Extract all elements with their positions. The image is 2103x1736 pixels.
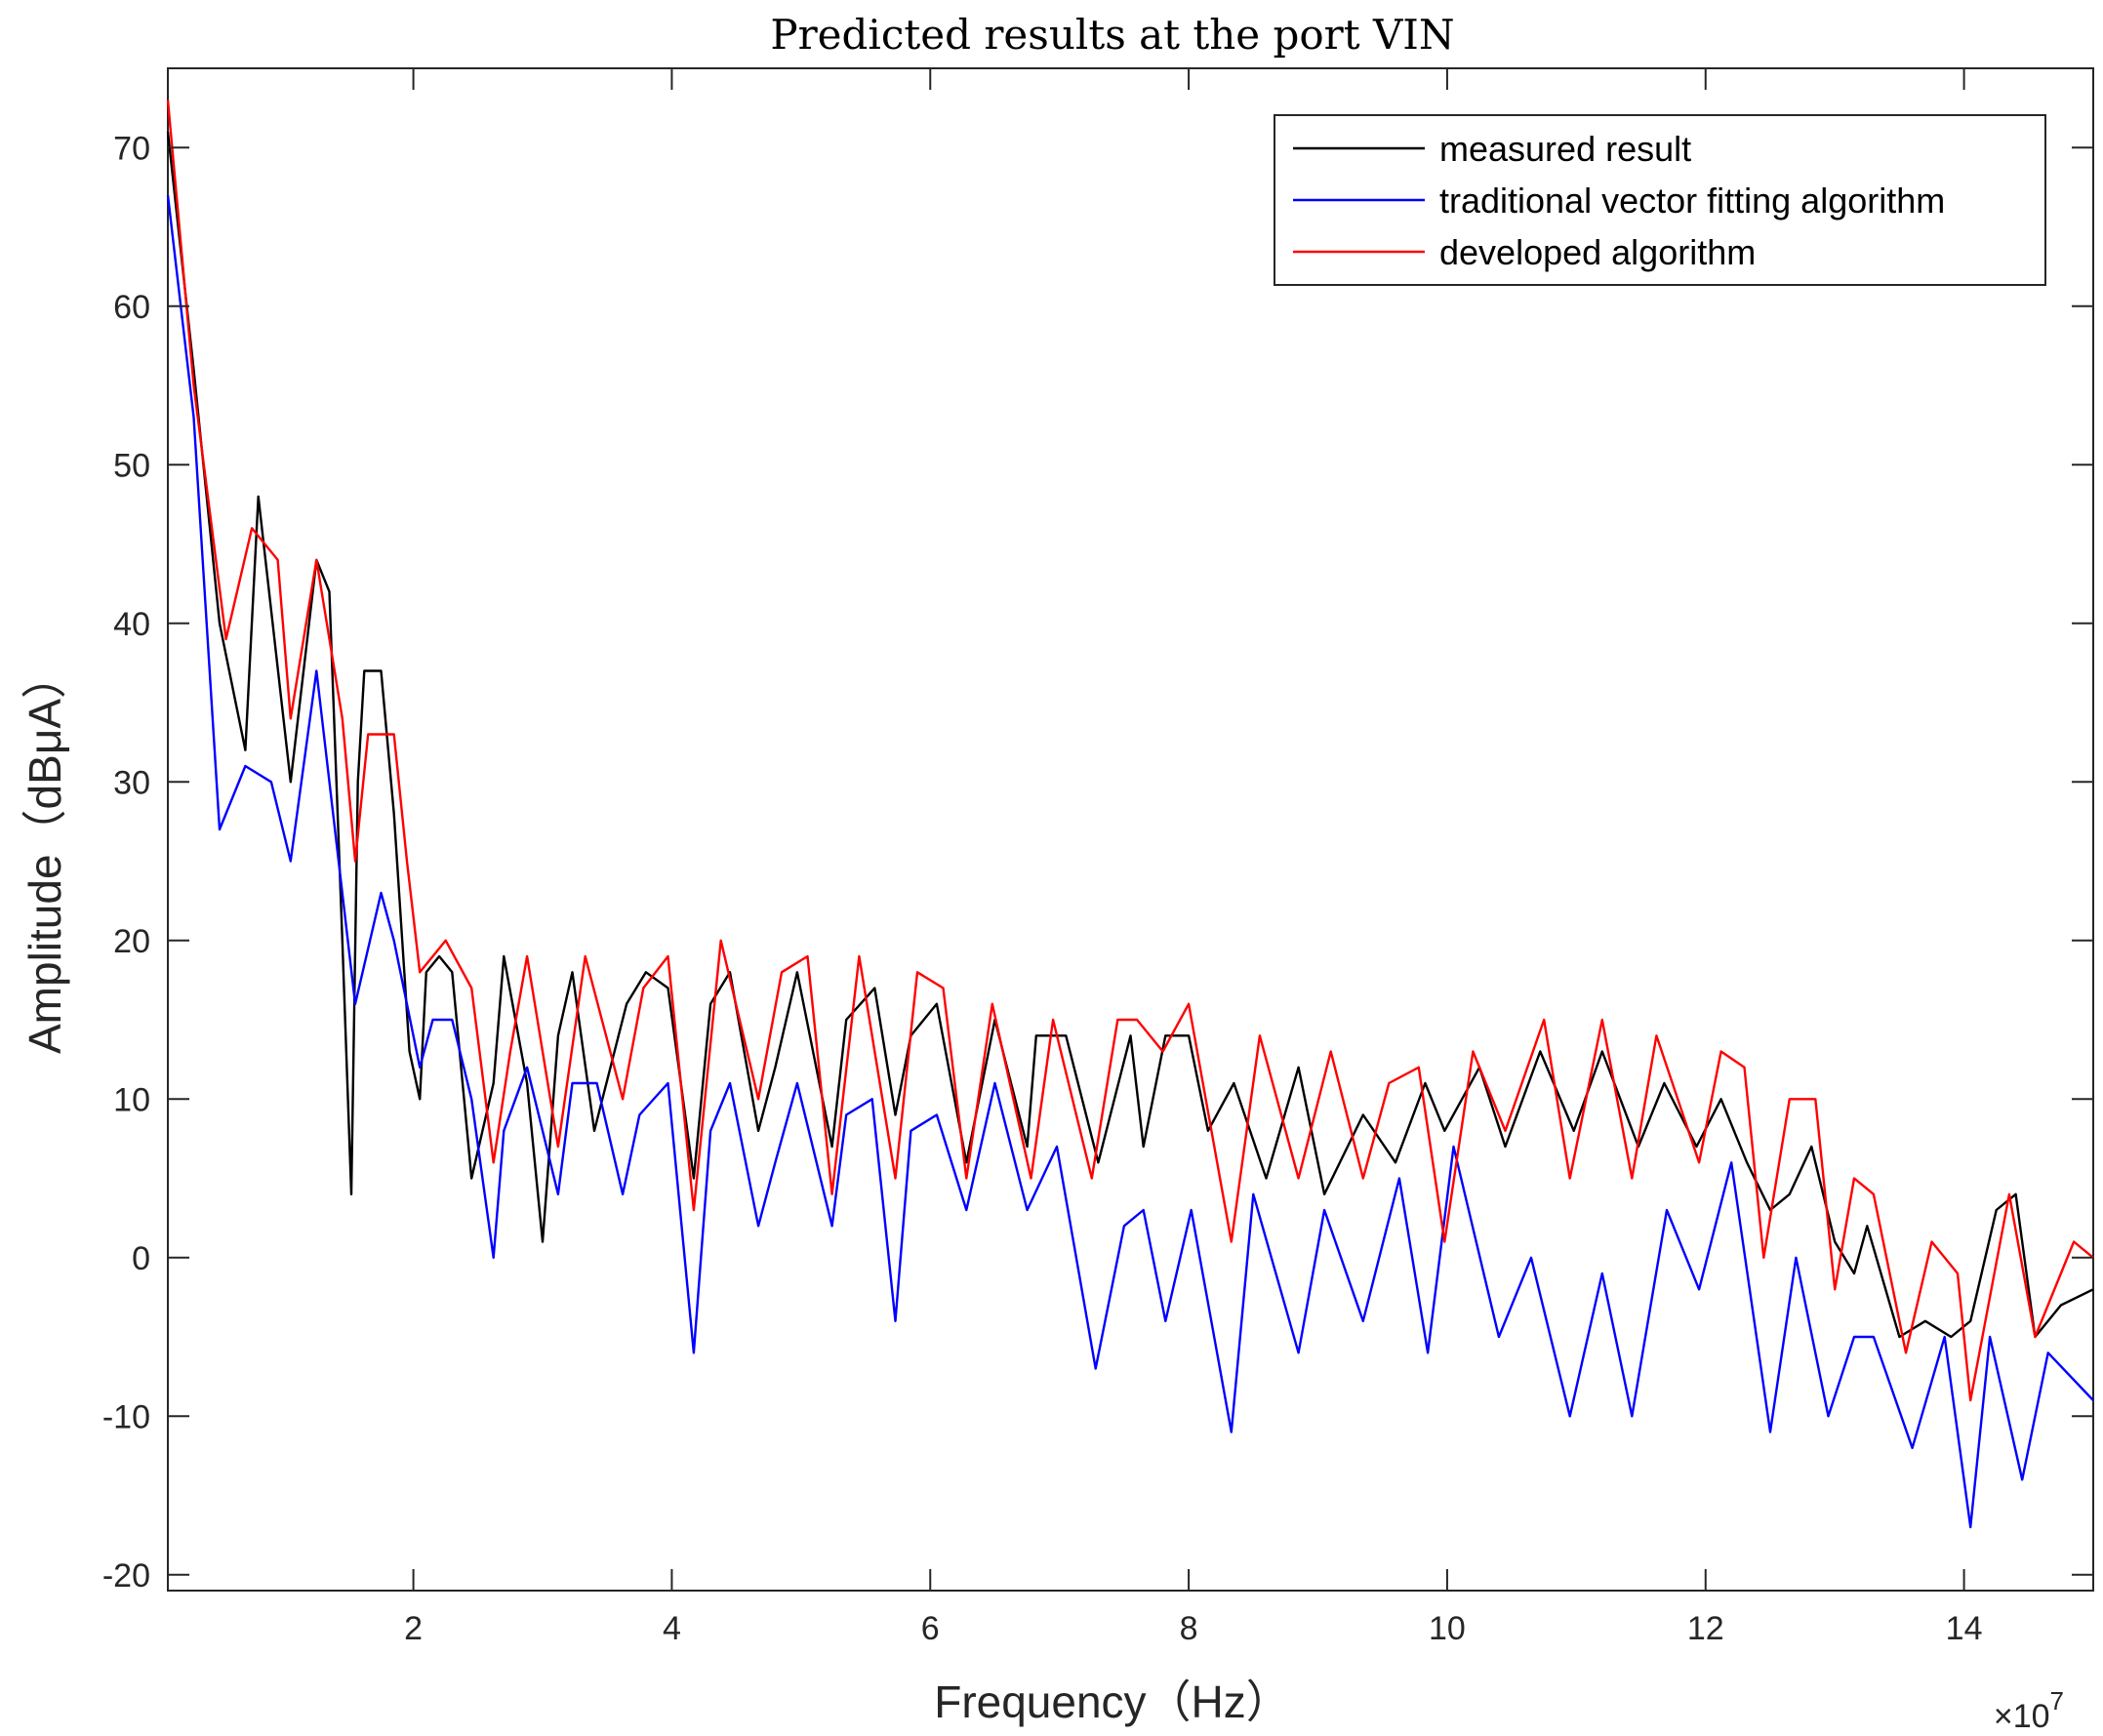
x-axis: 2 4 6 8 10 12 14 <box>404 68 1982 1647</box>
plot-area <box>166 100 2094 1529</box>
y-tick-label: 0 <box>132 1240 150 1277</box>
x-axis-multiplier-base: ×10 <box>1994 1698 2050 1735</box>
series-line-measured <box>166 131 2094 1339</box>
y-tick-label: 10 <box>113 1081 150 1118</box>
series-line-traditional <box>166 194 2094 1529</box>
x-axis-label: Frequency（Hz） <box>934 1676 1291 1727</box>
legend-label-traditional: traditional vector fitting algorithm <box>1439 181 1945 221</box>
x-tick-label: 2 <box>404 1610 423 1647</box>
y-tick-label: -20 <box>102 1557 150 1595</box>
x-axis-multiplier: ×107 <box>1994 1686 2064 1735</box>
y-axis: -20 -10 0 10 20 30 40 50 60 70 <box>102 130 2093 1595</box>
y-tick-label: 70 <box>113 130 150 167</box>
legend-label-developed: developed algorithm <box>1439 232 1756 272</box>
x-axis-multiplier-exponent: 7 <box>2050 1686 2064 1716</box>
chart-title: Predicted results at the port VIN <box>770 11 1454 59</box>
x-tick-label: 12 <box>1687 1610 1724 1647</box>
x-tick-label: 4 <box>663 1610 681 1647</box>
y-tick-label: 30 <box>113 764 150 801</box>
y-tick-label: 20 <box>113 923 150 960</box>
y-axis-label: Amplitude（dBμA） <box>20 654 70 1054</box>
x-tick-label: 6 <box>921 1610 940 1647</box>
x-tick-label: 10 <box>1429 1610 1466 1647</box>
x-tick-label: 8 <box>1180 1610 1198 1647</box>
x-tick-label: 14 <box>1946 1610 1983 1647</box>
y-tick-label: 40 <box>113 606 150 643</box>
y-tick-label: 60 <box>113 289 150 326</box>
legend: measured result traditional vector fitti… <box>1274 114 2046 286</box>
series-line-developed <box>166 100 2094 1402</box>
legend-label-measured: measured result <box>1439 129 1691 169</box>
y-tick-label: 50 <box>113 447 150 484</box>
y-tick-label: -10 <box>102 1398 150 1435</box>
axes-box <box>167 67 2094 1592</box>
axes-frame <box>167 67 2094 1592</box>
